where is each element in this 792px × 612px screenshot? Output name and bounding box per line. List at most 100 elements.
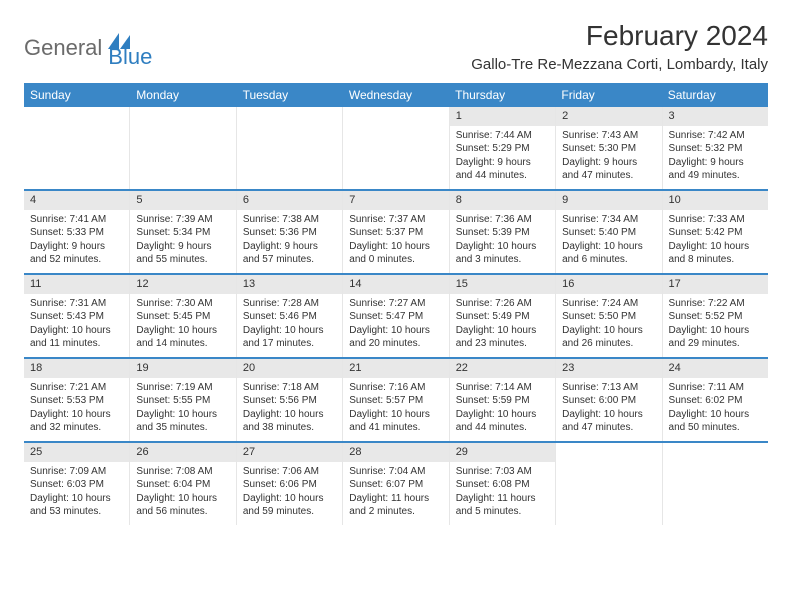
sunrise-text: Sunrise: 7:39 AM xyxy=(136,213,229,227)
day-body: Sunrise: 7:26 AMSunset: 5:49 PMDaylight:… xyxy=(450,294,555,356)
sunset-text: Sunset: 5:37 PM xyxy=(349,226,442,240)
day-number: 21 xyxy=(343,359,448,378)
day-body: Sunrise: 7:08 AMSunset: 6:04 PMDaylight:… xyxy=(130,462,235,524)
sunrise-text: Sunrise: 7:34 AM xyxy=(562,213,655,227)
title-block: February 2024 Gallo-Tre Re-Mezzana Corti… xyxy=(471,20,768,73)
day-cell: 28Sunrise: 7:04 AMSunset: 6:07 PMDayligh… xyxy=(343,443,449,525)
sunrise-text: Sunrise: 7:33 AM xyxy=(669,213,762,227)
daylight-text: Daylight: 10 hours and 6 minutes. xyxy=(562,240,655,267)
day-number: 16 xyxy=(556,275,661,294)
sunset-text: Sunset: 6:02 PM xyxy=(669,394,762,408)
day-cell: 19Sunrise: 7:19 AMSunset: 5:55 PMDayligh… xyxy=(130,359,236,441)
day-number xyxy=(237,107,342,111)
day-body: Sunrise: 7:14 AMSunset: 5:59 PMDaylight:… xyxy=(450,378,555,440)
day-number: 14 xyxy=(343,275,448,294)
daylight-text: Daylight: 10 hours and 26 minutes. xyxy=(562,324,655,351)
sunrise-text: Sunrise: 7:24 AM xyxy=(562,297,655,311)
day-header-sun: Sunday xyxy=(24,83,130,107)
daylight-text: Daylight: 9 hours and 44 minutes. xyxy=(456,156,549,183)
day-body: Sunrise: 7:33 AMSunset: 5:42 PMDaylight:… xyxy=(663,210,768,272)
week-row: 25 Sunrise: 7:09 AMSunset: 6:03 PMDayligh… xyxy=(24,441,768,525)
daylight-text: Daylight: 10 hours and 53 minutes. xyxy=(30,492,123,519)
day-number: 4 xyxy=(24,191,129,210)
sunset-text: Sunset: 5:50 PM xyxy=(562,310,655,324)
daylight-text: Daylight: 10 hours and 47 minutes. xyxy=(562,408,655,435)
day-cell: 16 Sunrise: 7:24 AMSunset: 5:50 PMDayligh… xyxy=(556,275,662,357)
day-cell: 27Sunrise: 7:06 AMSunset: 6:06 PMDayligh… xyxy=(237,443,343,525)
logo-text-a: General xyxy=(24,35,102,61)
sunset-text: Sunset: 5:59 PM xyxy=(456,394,549,408)
day-header-tue: Tuesday xyxy=(237,83,343,107)
day-number xyxy=(556,443,661,447)
day-number: 3 xyxy=(663,107,768,126)
day-number: 7 xyxy=(343,191,448,210)
sunset-text: Sunset: 5:57 PM xyxy=(349,394,442,408)
sunrise-text: Sunrise: 7:09 AM xyxy=(30,465,123,479)
month-title: February 2024 xyxy=(471,20,768,52)
sunrise-text: Sunrise: 7:22 AM xyxy=(669,297,762,311)
day-cell: 24Sunrise: 7:11 AMSunset: 6:02 PMDayligh… xyxy=(663,359,768,441)
day-number: 20 xyxy=(237,359,342,378)
day-cell: 14Sunrise: 7:27 AMSunset: 5:47 PMDayligh… xyxy=(343,275,449,357)
day-number: 10 xyxy=(663,191,768,210)
day-cell: 8Sunrise: 7:36 AMSunset: 5:39 PMDaylight… xyxy=(450,191,556,273)
day-body: Sunrise: 7:37 AMSunset: 5:37 PMDaylight:… xyxy=(343,210,448,272)
daylight-text: Daylight: 10 hours and 50 minutes. xyxy=(669,408,762,435)
sunset-text: Sunset: 5:40 PM xyxy=(562,226,655,240)
sunset-text: Sunset: 5:36 PM xyxy=(243,226,336,240)
sunrise-text: Sunrise: 7:03 AM xyxy=(456,465,549,479)
logo-text-b: Blue xyxy=(108,44,152,69)
day-body: Sunrise: 7:04 AMSunset: 6:07 PMDaylight:… xyxy=(343,462,448,524)
daylight-text: Daylight: 10 hours and 3 minutes. xyxy=(456,240,549,267)
day-number: 13 xyxy=(237,275,342,294)
day-number: 6 xyxy=(237,191,342,210)
day-body: Sunrise: 7:44 AMSunset: 5:29 PMDaylight:… xyxy=(450,126,555,188)
day-cell: 9Sunrise: 7:34 AMSunset: 5:40 PMDaylight… xyxy=(556,191,662,273)
day-number: 1 xyxy=(450,107,555,126)
sunrise-text: Sunrise: 7:27 AM xyxy=(349,297,442,311)
day-number: 28 xyxy=(343,443,448,462)
sunset-text: Sunset: 5:32 PM xyxy=(669,142,762,156)
sunset-text: Sunset: 5:46 PM xyxy=(243,310,336,324)
daylight-text: Daylight: 10 hours and 8 minutes. xyxy=(669,240,762,267)
day-cell: 21Sunrise: 7:16 AMSunset: 5:57 PMDayligh… xyxy=(343,359,449,441)
day-cell: 6Sunrise: 7:38 AMSunset: 5:36 PMDaylight… xyxy=(237,191,343,273)
daylight-text: Daylight: 10 hours and 0 minutes. xyxy=(349,240,442,267)
daylight-text: Daylight: 9 hours and 55 minutes. xyxy=(136,240,229,267)
day-number: 25 xyxy=(24,443,129,462)
day-number: 18 xyxy=(24,359,129,378)
day-number: 27 xyxy=(237,443,342,462)
logo: General Blue xyxy=(24,26,152,70)
sunset-text: Sunset: 6:04 PM xyxy=(136,478,229,492)
day-body: Sunrise: 7:34 AMSunset: 5:40 PMDaylight:… xyxy=(556,210,661,272)
day-header-row: Sunday Monday Tuesday Wednesday Thursday… xyxy=(24,83,768,107)
day-cell: 26Sunrise: 7:08 AMSunset: 6:04 PMDayligh… xyxy=(130,443,236,525)
day-cell: 15Sunrise: 7:26 AMSunset: 5:49 PMDayligh… xyxy=(450,275,556,357)
day-cell: 29Sunrise: 7:03 AMSunset: 6:08 PMDayligh… xyxy=(450,443,556,525)
sunset-text: Sunset: 6:00 PM xyxy=(562,394,655,408)
daylight-text: Daylight: 10 hours and 41 minutes. xyxy=(349,408,442,435)
sunset-text: Sunset: 5:30 PM xyxy=(562,142,655,156)
day-header-wed: Wednesday xyxy=(343,83,449,107)
day-number xyxy=(663,443,768,447)
day-number: 22 xyxy=(450,359,555,378)
day-cell: 25 Sunrise: 7:09 AMSunset: 6:03 PMDayligh… xyxy=(24,443,130,525)
daylight-text: Daylight: 10 hours and 11 minutes. xyxy=(30,324,123,351)
daylight-text: Daylight: 10 hours and 20 minutes. xyxy=(349,324,442,351)
day-number: 8 xyxy=(450,191,555,210)
week-row: 18Sunrise: 7:21 AMSunset: 5:53 PMDayligh… xyxy=(24,357,768,441)
day-number xyxy=(343,107,448,111)
day-body: Sunrise: 7:11 AMSunset: 6:02 PMDaylight:… xyxy=(663,378,768,440)
sunrise-text: Sunrise: 7:11 AM xyxy=(669,381,762,395)
day-cell: 23Sunrise: 7:13 AMSunset: 6:00 PMDayligh… xyxy=(556,359,662,441)
sunrise-text: Sunrise: 7:08 AM xyxy=(136,465,229,479)
day-cell: 3Sunrise: 7:42 AMSunset: 5:32 PMDaylight… xyxy=(663,107,768,189)
day-body: Sunrise: 7:03 AMSunset: 6:08 PMDaylight:… xyxy=(450,462,555,524)
day-body: Sunrise: 7:21 AMSunset: 5:53 PMDaylight:… xyxy=(24,378,129,440)
day-header-sat: Saturday xyxy=(662,83,768,107)
day-number: 19 xyxy=(130,359,235,378)
day-number: 26 xyxy=(130,443,235,462)
sunset-text: Sunset: 6:03 PM xyxy=(30,478,123,492)
sunset-text: Sunset: 5:29 PM xyxy=(456,142,549,156)
sunset-text: Sunset: 5:52 PM xyxy=(669,310,762,324)
